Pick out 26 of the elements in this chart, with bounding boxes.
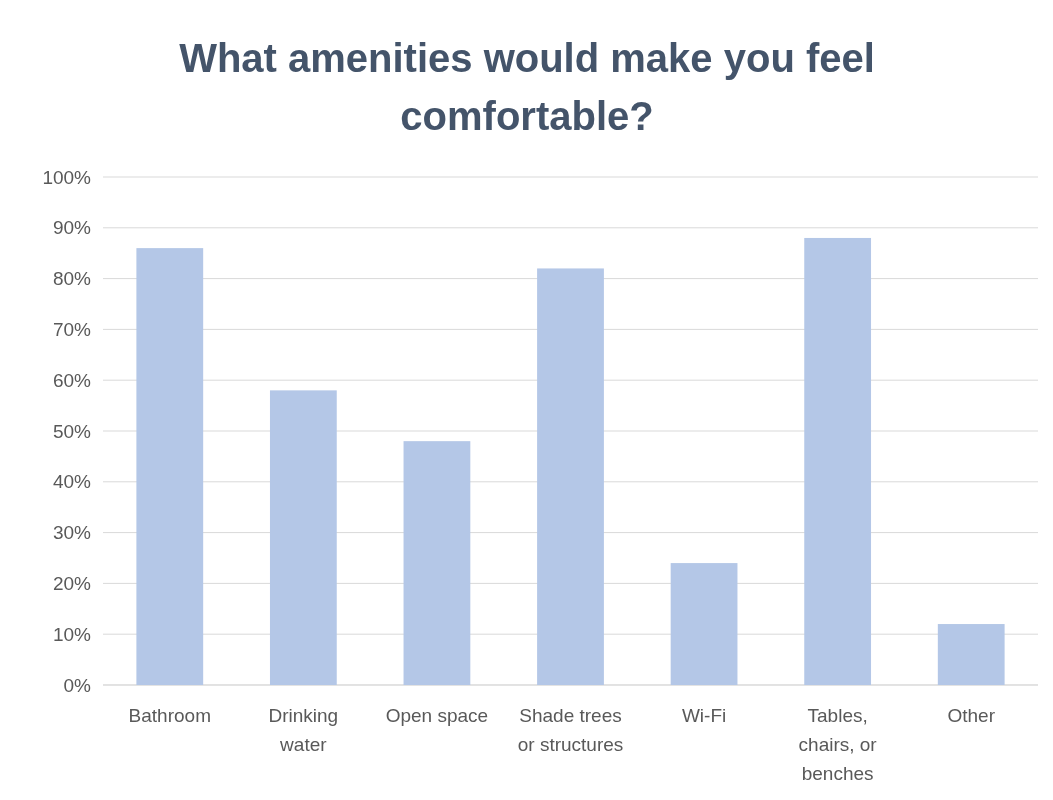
y-tick-label: 20%	[52, 573, 92, 595]
x-tick-label: Open space	[385, 705, 489, 726]
y-tick-label: 30%	[52, 522, 92, 544]
y-tick-label: 50%	[52, 420, 92, 442]
bar	[670, 563, 738, 685]
bar	[804, 237, 872, 685]
y-tick-label: 100%	[42, 166, 92, 188]
y-tick-label: 90%	[52, 217, 92, 239]
x-tick-label: Shade trees or structures	[517, 705, 624, 755]
x-tick-label: Wi-Fi	[681, 705, 727, 726]
x-tick-label: Other	[947, 705, 996, 726]
bar	[537, 268, 604, 685]
bar	[269, 390, 337, 685]
x-tick-label: Bathroom	[128, 705, 211, 726]
y-tick-label: 10%	[52, 623, 92, 645]
y-tick-label: 60%	[52, 369, 92, 391]
y-tick-label: 70%	[52, 319, 92, 341]
x-tick-label: Drinking water	[268, 705, 339, 755]
chart-title: What amenities would make you feel comfortable?	[179, 36, 875, 138]
bar	[937, 624, 1005, 685]
y-tick-label: 40%	[52, 471, 92, 493]
bar	[403, 441, 471, 685]
bar	[136, 248, 204, 685]
y-tick-label: 80%	[52, 268, 92, 290]
y-tick-label: 0%	[63, 674, 92, 696]
x-tick-label: Tables, chairs, or benches	[798, 705, 878, 784]
